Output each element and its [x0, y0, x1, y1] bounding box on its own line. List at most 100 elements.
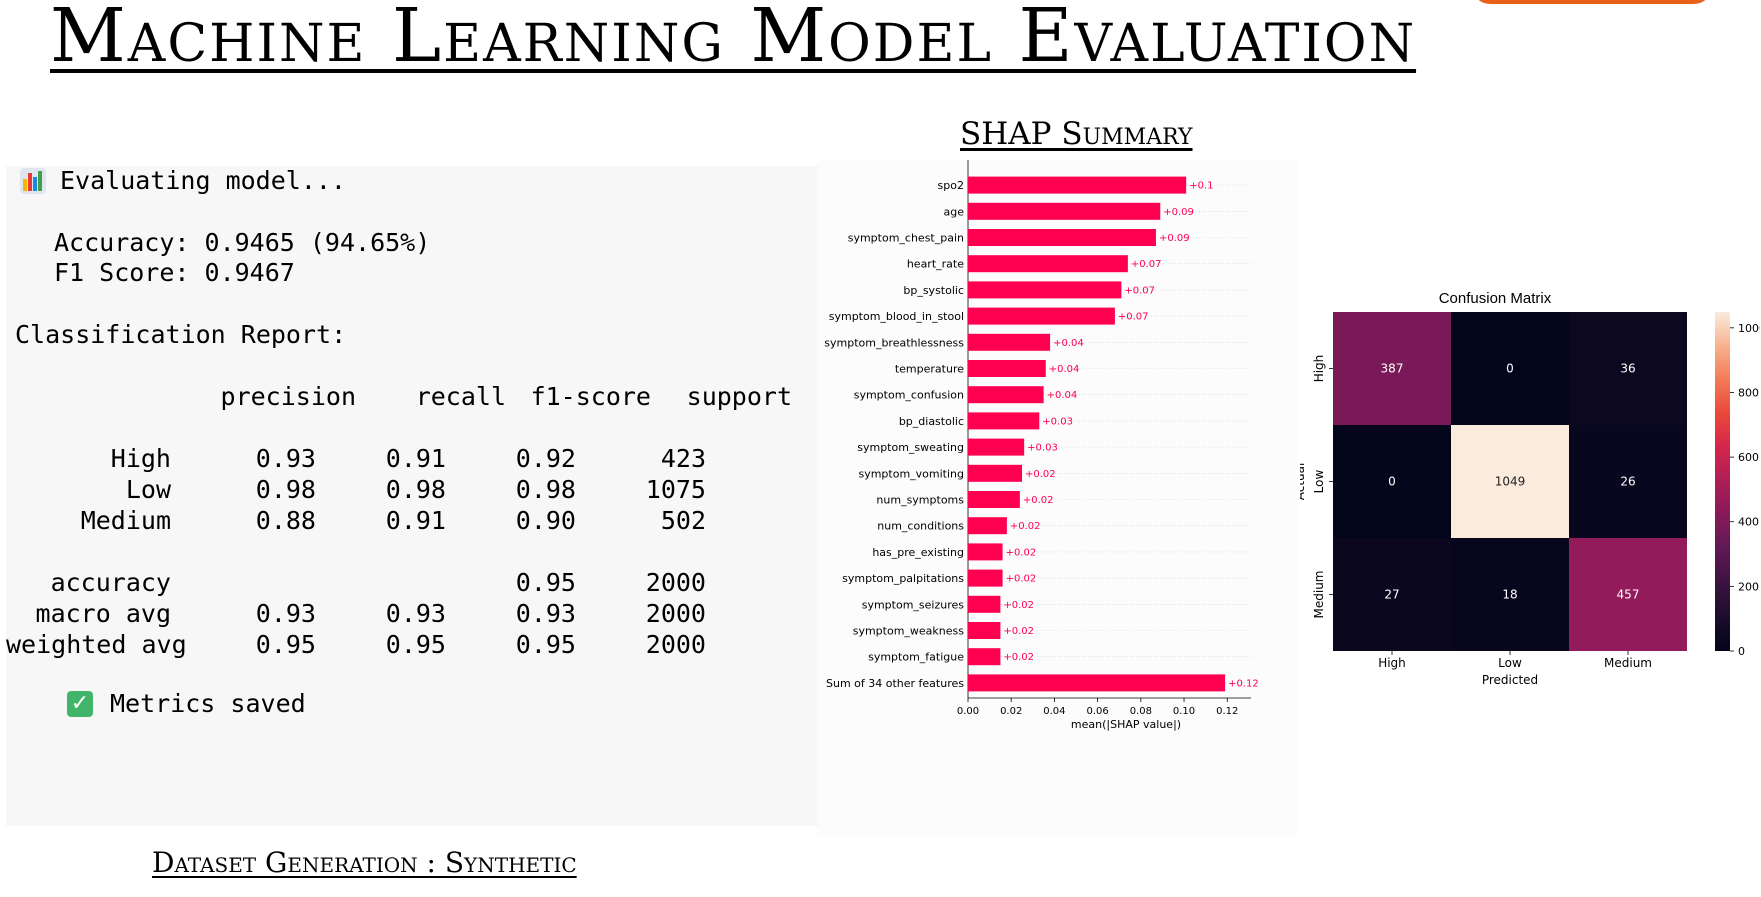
x-tick-label: 0.06 [1086, 706, 1108, 717]
report-cell-precision: 0.88 [255, 506, 316, 535]
feature-label: symptom_weakness [853, 625, 965, 638]
report-cell-support: 2000 [645, 599, 706, 628]
value-label: +0.02 [1006, 574, 1037, 585]
report-cell-support: 423 [660, 444, 706, 473]
report-cell-label: weighted avg [6, 630, 187, 659]
value-label: +0.07 [1124, 285, 1155, 296]
value-label: +0.02 [1010, 521, 1041, 532]
value-label: +0.02 [1025, 469, 1056, 480]
feature-label: heart_rate [907, 258, 964, 271]
report-cell-precision: 0.98 [255, 475, 316, 504]
feature-label: symptom_blood_in_stool [829, 310, 964, 323]
report-cell-support: 502 [660, 506, 706, 535]
value-label: +0.09 [1163, 207, 1194, 218]
page-title: Machine Learning Model Evaluation [50, 0, 1417, 79]
cell-value: 27 [1384, 588, 1399, 602]
shap-bar [968, 333, 1051, 351]
value-label: +0.02 [1003, 652, 1034, 663]
report-cell-f1: 0.92 [515, 444, 576, 473]
report-cell-precision: 0.93 [255, 599, 316, 628]
shap-bar [968, 464, 1023, 482]
value-label: +0.02 [1023, 495, 1054, 506]
shap-summary-heading: SHAP Summary [960, 116, 1193, 152]
dataset-generation-heading: Dataset Generation : Synthetic [152, 846, 577, 879]
heatmap-cell [1569, 425, 1687, 538]
feature-label: temperature [895, 363, 964, 376]
shap-bar [968, 202, 1161, 220]
report-cell-f1: 0.95 [515, 568, 576, 597]
value-label: +0.07 [1131, 259, 1162, 270]
x-tick-label: 0.02 [1000, 706, 1022, 717]
confusion-matrix-chart: 387 0 36 0 1049 26 27 18 457 High Low Medium Predict… [1300, 312, 1760, 687]
report-cell-recall: 0.98 [385, 475, 446, 504]
value-label: +0.02 [1003, 600, 1034, 611]
x-tick-label: 0.00 [957, 706, 979, 717]
colorbar [1715, 312, 1730, 651]
check-mark-icon: ✓ [67, 691, 93, 717]
shap-bar [968, 360, 1046, 377]
report-cell-support: 2000 [645, 630, 706, 659]
value-label: +0.07 [1118, 312, 1149, 323]
column-header-recall: recall [415, 382, 506, 411]
cell-value: 457 [1617, 588, 1640, 602]
value-label: +0.02 [1006, 547, 1037, 558]
feature-label: symptom_breathlessness [824, 336, 964, 349]
report-cell-label: accuracy [50, 568, 171, 597]
feature-label: spo2 [938, 179, 964, 192]
value-label: +0.04 [1053, 338, 1084, 349]
heatmap-cell [1451, 538, 1569, 651]
f1-score-text: F1 Score: 0.9467 [54, 258, 295, 287]
report-cell-label: High [110, 444, 171, 473]
shap-bar [968, 543, 1003, 561]
feature-label: symptom_chest_pain [848, 232, 964, 245]
value-label: +0.04 [1049, 364, 1080, 375]
shap-bar [968, 438, 1025, 456]
shap-bar [968, 595, 1001, 613]
cell-value: 387 [1381, 362, 1404, 376]
report-cell-support: 2000 [645, 568, 706, 597]
shap-bar [968, 255, 1128, 273]
colorbar-tick-label: 400 [1738, 516, 1759, 529]
report-cell-support: 1075 [645, 475, 706, 504]
report-heading: Classification Report: [15, 320, 347, 349]
feature-label: num_symptoms [876, 494, 964, 507]
bar-chart-icon [20, 168, 46, 194]
evaluating-text: Evaluating model... [60, 166, 346, 195]
column-header-f1-score: f1-score [530, 382, 651, 411]
feature-label: bp_diastolic [899, 415, 964, 428]
y-axis-label: Actual [1300, 463, 1307, 501]
report-cell-f1: 0.98 [515, 475, 576, 504]
heatmap-cell [1333, 538, 1451, 651]
colorbar-tick-label: 0 [1738, 645, 1745, 658]
feature-label: symptom_vomiting [858, 467, 964, 480]
x-category-label: Medium [1604, 656, 1652, 670]
report-cell-recall: 0.91 [385, 506, 446, 535]
heatmap-cell [1451, 425, 1569, 538]
shap-bar [968, 412, 1040, 430]
feature-label: has_pre_existing [872, 546, 964, 559]
shap-bar [968, 176, 1187, 194]
shap-bar [968, 491, 1020, 508]
value-label: +0.03 [1027, 443, 1058, 454]
shap-bar [968, 517, 1007, 535]
x-tick-label: 0.10 [1173, 706, 1195, 717]
feature-label: Sum of 34 other features [826, 677, 964, 690]
value-label: +0.09 [1159, 233, 1190, 244]
cell-value: 1049 [1495, 475, 1526, 489]
feature-label: symptom_confusion [854, 389, 964, 402]
value-label: +0.04 [1047, 390, 1078, 401]
shap-bar [968, 386, 1044, 404]
x-category-label: High [1378, 656, 1406, 670]
heatmap-cell [1569, 538, 1687, 651]
heatmap-cell [1569, 312, 1687, 425]
cell-value: 0 [1506, 362, 1514, 376]
x-tick-label: 0.08 [1130, 706, 1152, 717]
feature-label: symptom_seizures [862, 598, 965, 611]
report-cell-recall: 0.93 [385, 599, 446, 628]
cell-value: 36 [1620, 362, 1635, 376]
colorbar-tick-label: 200 [1738, 580, 1759, 593]
x-axis-label: Predicted [1482, 673, 1538, 687]
confusion-matrix-title: Confusion Matrix [1438, 290, 1552, 307]
value-label: +0.02 [1003, 626, 1034, 637]
value-label: +0.12 [1228, 678, 1259, 689]
